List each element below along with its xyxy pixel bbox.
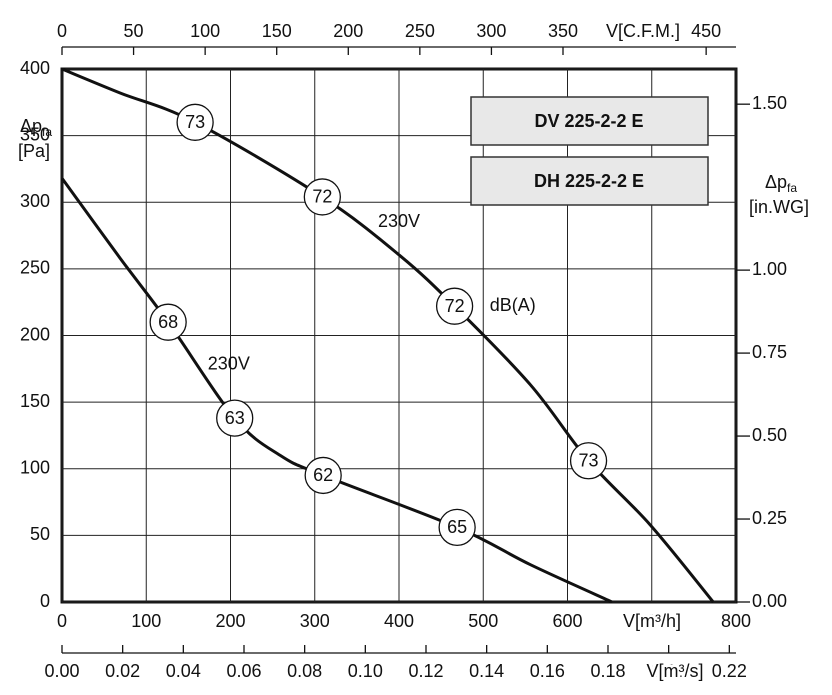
- top-tick-label: 150: [262, 21, 292, 41]
- annotation: 230V: [378, 211, 420, 231]
- y2-axis-label: Δpfa: [765, 172, 797, 195]
- model-box: [470, 156, 709, 206]
- annotation: 230V: [208, 354, 250, 374]
- db-label: 68: [158, 312, 178, 332]
- y-axis-label: Δpfa: [20, 116, 52, 139]
- db-marker: [569, 442, 608, 480]
- x-tick-label: 100: [131, 611, 161, 631]
- y-axis-unit: [Pa]: [18, 141, 50, 161]
- db-marker: [149, 303, 187, 341]
- bottom-tick-label: 0.08: [287, 661, 322, 681]
- model-name: DH 225-2-2 E: [534, 171, 644, 191]
- bottom-tick-label: 0.18: [590, 661, 625, 681]
- y-tick-label: 300: [20, 191, 50, 211]
- top-tick-label: 350: [548, 21, 578, 41]
- y-tick-label: 400: [20, 58, 50, 78]
- top-tick-label: 300: [476, 21, 506, 41]
- x-tick-label: 500: [468, 611, 498, 631]
- bottom-tick-label: 0.10: [348, 661, 383, 681]
- x-tick-label: 600: [552, 611, 582, 631]
- db-marker: [304, 456, 342, 495]
- y2-tick-label: 0.50: [752, 425, 787, 445]
- db-marker: [176, 103, 214, 141]
- db-label: 63: [225, 408, 245, 428]
- annotation: dB(A): [490, 295, 536, 315]
- bottom-axis-label: V[m³/s]: [647, 661, 704, 681]
- y2-axis-unit: [in.WG]: [749, 197, 809, 217]
- x-tick-label: 0: [57, 611, 67, 631]
- x-tick-label: 700: [637, 611, 667, 631]
- bottom-tick-label: 0.14: [469, 661, 504, 681]
- y2-tick-label: 0.25: [752, 508, 787, 528]
- bottom-tick-label: 0.20: [651, 661, 686, 681]
- y-tick-label: 0: [40, 591, 50, 611]
- x-tick-label: 300: [300, 611, 330, 631]
- bottom-tick-label: 0.00: [44, 661, 79, 681]
- model-box: [470, 96, 709, 146]
- bottom-tick-label: 0.12: [408, 661, 443, 681]
- y2-tick-label: 0.75: [752, 342, 787, 362]
- y-tick-label: 100: [20, 458, 50, 478]
- bottom-tick-label: 0.04: [166, 661, 201, 681]
- bottom-tick-label: 0.02: [105, 661, 140, 681]
- top-tick-label: 50: [124, 21, 144, 41]
- top-axis-label: V[C.F.M.]: [606, 21, 680, 41]
- x-axis-label: V[m³/h]: [623, 611, 681, 631]
- bottom-tick-label: 0.22: [712, 661, 747, 681]
- db-label: 72: [312, 187, 332, 207]
- y2-tick-label: 0.00: [752, 591, 787, 611]
- db-marker: [435, 287, 474, 325]
- top-tick-label: 0: [57, 21, 67, 41]
- y-tick-label: 200: [20, 324, 50, 344]
- bottom-tick-label: 0.16: [530, 661, 565, 681]
- top-tick-label: 450: [691, 21, 721, 41]
- curve: [61, 67, 715, 603]
- y2-tick-label: 1.50: [752, 93, 787, 113]
- db-label: 65: [447, 517, 467, 537]
- db-marker: [438, 508, 476, 547]
- y-tick-label: 250: [20, 258, 50, 278]
- db-label: 62: [313, 465, 333, 485]
- db-marker: [216, 399, 254, 437]
- curve: [60, 177, 613, 604]
- y2-tick-label: 1.00: [752, 259, 787, 279]
- db-label: 72: [445, 296, 465, 316]
- y-tick-label: 50: [30, 524, 50, 544]
- y-tick-label: 350: [20, 124, 50, 144]
- bottom-tick-label: 0.06: [226, 661, 261, 681]
- db-label: 73: [579, 451, 599, 471]
- x-tick-label: 800: [721, 611, 751, 631]
- top-tick-label: 250: [405, 21, 435, 41]
- db-marker: [303, 178, 341, 216]
- model-name: DV 225-2-2 E: [534, 111, 643, 131]
- top-tick-label: 200: [333, 21, 363, 41]
- top-tick-label: 100: [190, 21, 220, 41]
- x-tick-label: 400: [384, 611, 414, 631]
- db-label: 73: [185, 112, 205, 132]
- x-tick-label: 200: [215, 611, 245, 631]
- y-tick-label: 150: [20, 391, 50, 411]
